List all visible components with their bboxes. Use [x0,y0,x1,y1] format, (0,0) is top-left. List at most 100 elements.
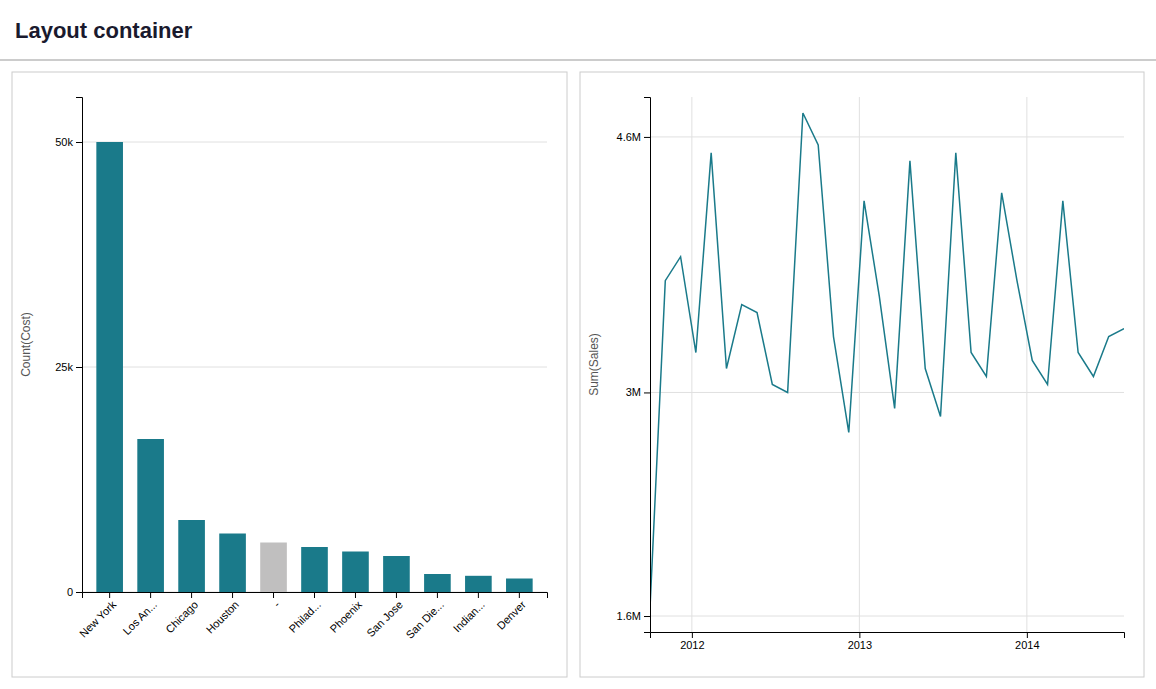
tick-mark [232,592,233,598]
grid-line [859,97,860,632]
tick: 2014 [1015,632,1039,651]
axis-line [644,98,651,633]
tick: - [271,592,282,609]
plot: 1.6M3M4.6M201220132014Sum(Sales) [587,97,1125,651]
tick-label: Philad... [286,598,323,635]
tick-mark [314,592,315,598]
tick-mark [644,392,650,393]
tick: Indian... [451,592,487,634]
tick: Los An... [120,592,159,637]
bar [506,579,533,593]
tick-mark [191,592,192,598]
bar [260,543,287,593]
tick-mark [273,592,274,598]
axis-line [76,98,83,593]
tick-mark [644,616,650,617]
tick: 2013 [848,632,872,651]
tick-mark [478,592,479,598]
tick-mark [437,592,438,598]
tick-label: San Die... [403,598,446,641]
marks [650,113,1124,608]
tick-mark [76,142,82,143]
y-axis: 0 25k 50k [55,98,82,599]
grid-line [82,367,547,368]
grid [82,142,547,592]
tick-label: 2012 [680,639,704,651]
tick-label: Houston [204,598,241,635]
bar [342,552,369,593]
bar [219,534,246,593]
tick: Philad... [286,592,323,635]
panel-frame [12,72,567,677]
tick: 4.6M [617,131,650,143]
tick-mark [76,592,82,593]
tick-label: San Jose [364,598,405,639]
plot: 025k50kNew YorkLos An...ChicagoHouston-P… [19,98,548,641]
chart-panel: 1.6M3M4.6M201220132014Sum(Sales) [580,72,1144,677]
tick-label: 50k [55,136,73,148]
tick: 25k [55,361,82,373]
grid-line [691,97,692,632]
bar [383,556,410,592]
y-axis: 1.6M 3M 4.6M [617,98,651,633]
tick-label: 2013 [848,639,872,651]
bar [301,547,328,592]
tick-label: 3M [626,386,641,398]
tick: Phoenix [327,592,364,635]
grid-line [650,616,1124,617]
chart-panel: 025k50kNew YorkLos An...ChicagoHouston-P… [12,72,567,677]
bar [178,520,205,592]
tick: 1.6M [617,610,650,622]
grid-line [1026,97,1027,632]
tick-mark [644,137,650,138]
grid-line [82,142,547,143]
tick: Houston [204,592,241,636]
x-axis: 2012 2013 2014 [651,632,1125,651]
tick-label: Chicago [163,598,200,635]
tick: New York [77,592,119,640]
line [650,113,1124,608]
panel-frame [580,72,1144,677]
axis-title: Count(Cost) [19,312,33,377]
tick-label: Denver [494,598,528,632]
bar [424,574,451,592]
axis-line [651,633,1125,639]
tick: San Jose [364,592,405,639]
tick: Denver [494,592,528,632]
tick-label: 0 [67,586,73,598]
tick-mark [859,632,860,638]
grid-line [650,136,1124,137]
tick: 3M [626,386,650,398]
bar [465,576,492,592]
tick-label: - [271,598,282,609]
tick-mark [396,592,397,598]
bar [137,439,164,592]
tick-label: 2014 [1015,639,1039,651]
page: Layout container 0 25k 50k New YorkLos An...… [0,0,1156,689]
tick-label: 1.6M [617,610,641,622]
tick-label: Los An... [120,598,159,637]
grid-line [650,392,1124,393]
marks [96,142,532,592]
axis-line [83,593,548,599]
tick-mark [150,592,151,598]
tick-mark [692,632,693,638]
tick: 50k [55,136,82,148]
tick-label: New York [77,598,119,640]
title: Layout container [15,18,193,43]
bar [96,142,123,592]
tick: Chicago [163,592,200,635]
separator [0,59,1156,61]
tick: San Die... [403,592,446,641]
tick-label: Indian... [451,598,487,634]
tick-mark [109,592,110,598]
tick-mark [355,592,356,598]
tick-mark [519,592,520,598]
tick-mark [1027,632,1028,638]
tick-label: 4.6M [617,131,641,143]
grid [650,97,1124,632]
x-axis: New YorkLos An...ChicagoHouston -Philad..… [77,592,548,641]
tick-mark [76,367,82,368]
tick-label: 25k [55,361,73,373]
tick-label: Phoenix [327,598,364,635]
